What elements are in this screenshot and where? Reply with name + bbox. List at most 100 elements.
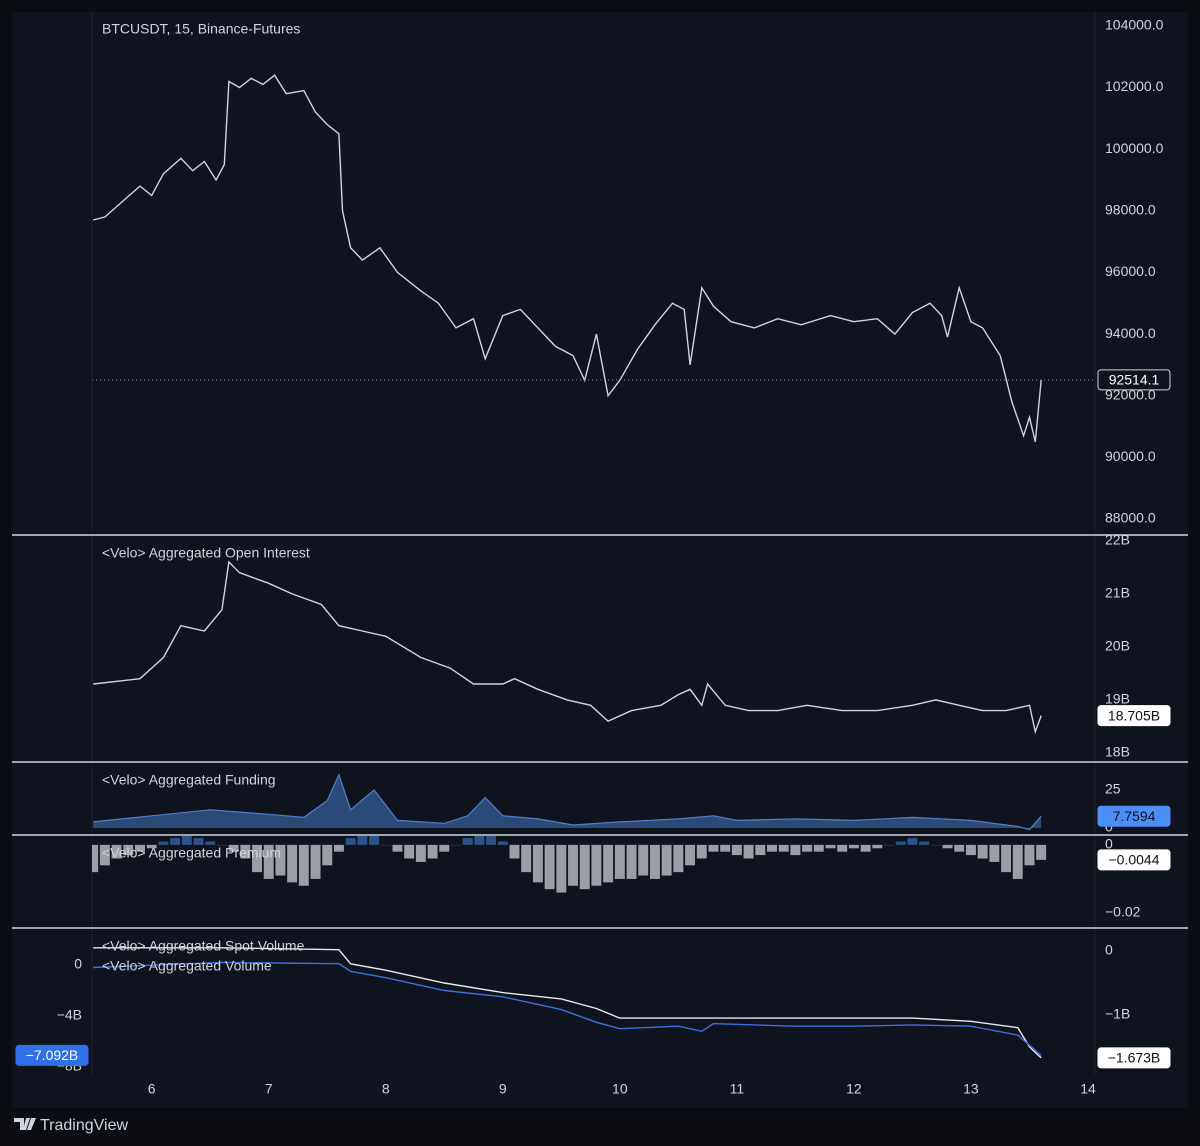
bar: [755, 844, 766, 856]
y-tick-label: 88000.0: [1105, 510, 1156, 526]
y-tick-label: 18B: [1105, 744, 1130, 760]
bar: [240, 844, 251, 859]
series-line: [93, 947, 1042, 1059]
x-tick-label: 12: [846, 1081, 862, 1097]
bar: [310, 844, 321, 879]
bar: [521, 844, 532, 873]
bar: [205, 841, 216, 845]
bar: [626, 844, 637, 879]
series-line: [93, 560, 1042, 735]
bar: [661, 844, 672, 876]
x-tick-label: 13: [963, 1081, 979, 1097]
bar: [930, 844, 941, 846]
y-tick-label: 0: [1105, 836, 1113, 852]
bar: [193, 838, 204, 845]
x-tick-label: 9: [499, 1081, 507, 1097]
value-tag: [1097, 849, 1171, 871]
y-tick-label: 0: [1105, 942, 1113, 958]
bar: [439, 844, 450, 852]
bar: [1001, 844, 1012, 873]
bar: [919, 841, 930, 845]
bar: [743, 844, 754, 859]
value-tag: [1097, 369, 1171, 391]
legend-entry: <Velo> Aggregated Volume: [102, 958, 272, 974]
bar: [135, 844, 145, 852]
bar: [965, 844, 976, 856]
bar: [532, 844, 543, 883]
pane: [93, 947, 1042, 1059]
y-tick-label: −1B: [1105, 1006, 1130, 1022]
bar: [415, 844, 426, 862]
y2-tick-label: −4B: [57, 1007, 82, 1023]
bar: [252, 844, 262, 873]
bar: [767, 844, 777, 852]
bar: [345, 838, 356, 845]
y-tick-label: 25: [1105, 781, 1121, 797]
y-tick-label: 102000.0: [1105, 78, 1164, 94]
value-tag: [1097, 1047, 1171, 1069]
bar: [872, 844, 883, 849]
brand: TradingView: [40, 1117, 128, 1134]
bar: [907, 838, 918, 845]
bar: [895, 841, 906, 845]
bar: [556, 844, 567, 893]
bar: [989, 844, 1000, 862]
pane-title: <Velo> Aggregated Premium: [102, 845, 281, 861]
bar: [170, 838, 181, 845]
x-tick-label: 8: [382, 1081, 390, 1097]
bar: [603, 844, 614, 883]
pane-labels: 104000.0 102000.0 100000.0 98000.0 96000.0 94…: [102, 17, 1171, 526]
series-line: [93, 74, 1042, 443]
pane-title: <Velo> Aggregated Open Interest: [102, 545, 310, 561]
bar: [884, 844, 894, 846]
bar: [942, 844, 953, 849]
y-tick-label: 96000.0: [1105, 263, 1156, 279]
separators: [12, 534, 1188, 929]
y-tick-label: 19B: [1105, 691, 1130, 707]
bar: [860, 844, 871, 852]
bar: [837, 844, 848, 852]
bar: [673, 844, 684, 873]
pane-labels: 0 −0.02 <Velo> Aggregated Premium −0.0044: [102, 836, 1171, 920]
bar: [146, 844, 157, 849]
y-tick-label: 100000.0: [1105, 140, 1164, 156]
y-tick-label: 0: [1105, 819, 1113, 835]
bar: [298, 844, 309, 886]
bar: [731, 844, 742, 856]
y-tick-label: 21B: [1105, 585, 1130, 601]
legend-entry: <Velo> Aggregated Spot Volume: [102, 938, 305, 954]
bar: [123, 844, 134, 856]
y-tick-label: 90000.0: [1105, 448, 1156, 464]
bar: [486, 836, 497, 845]
area-fill: [93, 774, 1042, 830]
bar: [275, 844, 286, 876]
bar: [544, 844, 555, 890]
bar: [1012, 844, 1023, 879]
bar: [451, 844, 461, 846]
series-line: [93, 961, 1042, 1056]
pane: [92, 74, 1095, 443]
bar: [99, 844, 110, 866]
pane-labels: 25 0 <Velo> Aggregated Funding 7.7594: [102, 772, 1171, 835]
bar: [357, 836, 368, 845]
bar: [263, 844, 274, 879]
value-tag: [15, 1044, 89, 1066]
value-tag: [1097, 705, 1171, 727]
bar: [638, 844, 649, 876]
bar: [790, 844, 801, 856]
bar: [216, 844, 227, 846]
bar: [158, 841, 169, 845]
y-tick-label: 20B: [1105, 638, 1130, 654]
pane: [93, 773, 1042, 831]
value-tag-label: −7.092B: [26, 1047, 79, 1063]
bar: [649, 844, 660, 879]
y-tick-label: 104000.0: [1105, 17, 1164, 33]
bar: [509, 844, 520, 859]
value-tag-label: −1.673B: [1108, 1050, 1161, 1066]
bar: [392, 844, 403, 852]
logo: TradingView: [14, 1117, 128, 1134]
bar: [778, 844, 789, 852]
bar: [720, 844, 731, 852]
chart-panel: [12, 12, 1188, 1108]
value-tag-label: 92514.1: [1109, 372, 1160, 388]
